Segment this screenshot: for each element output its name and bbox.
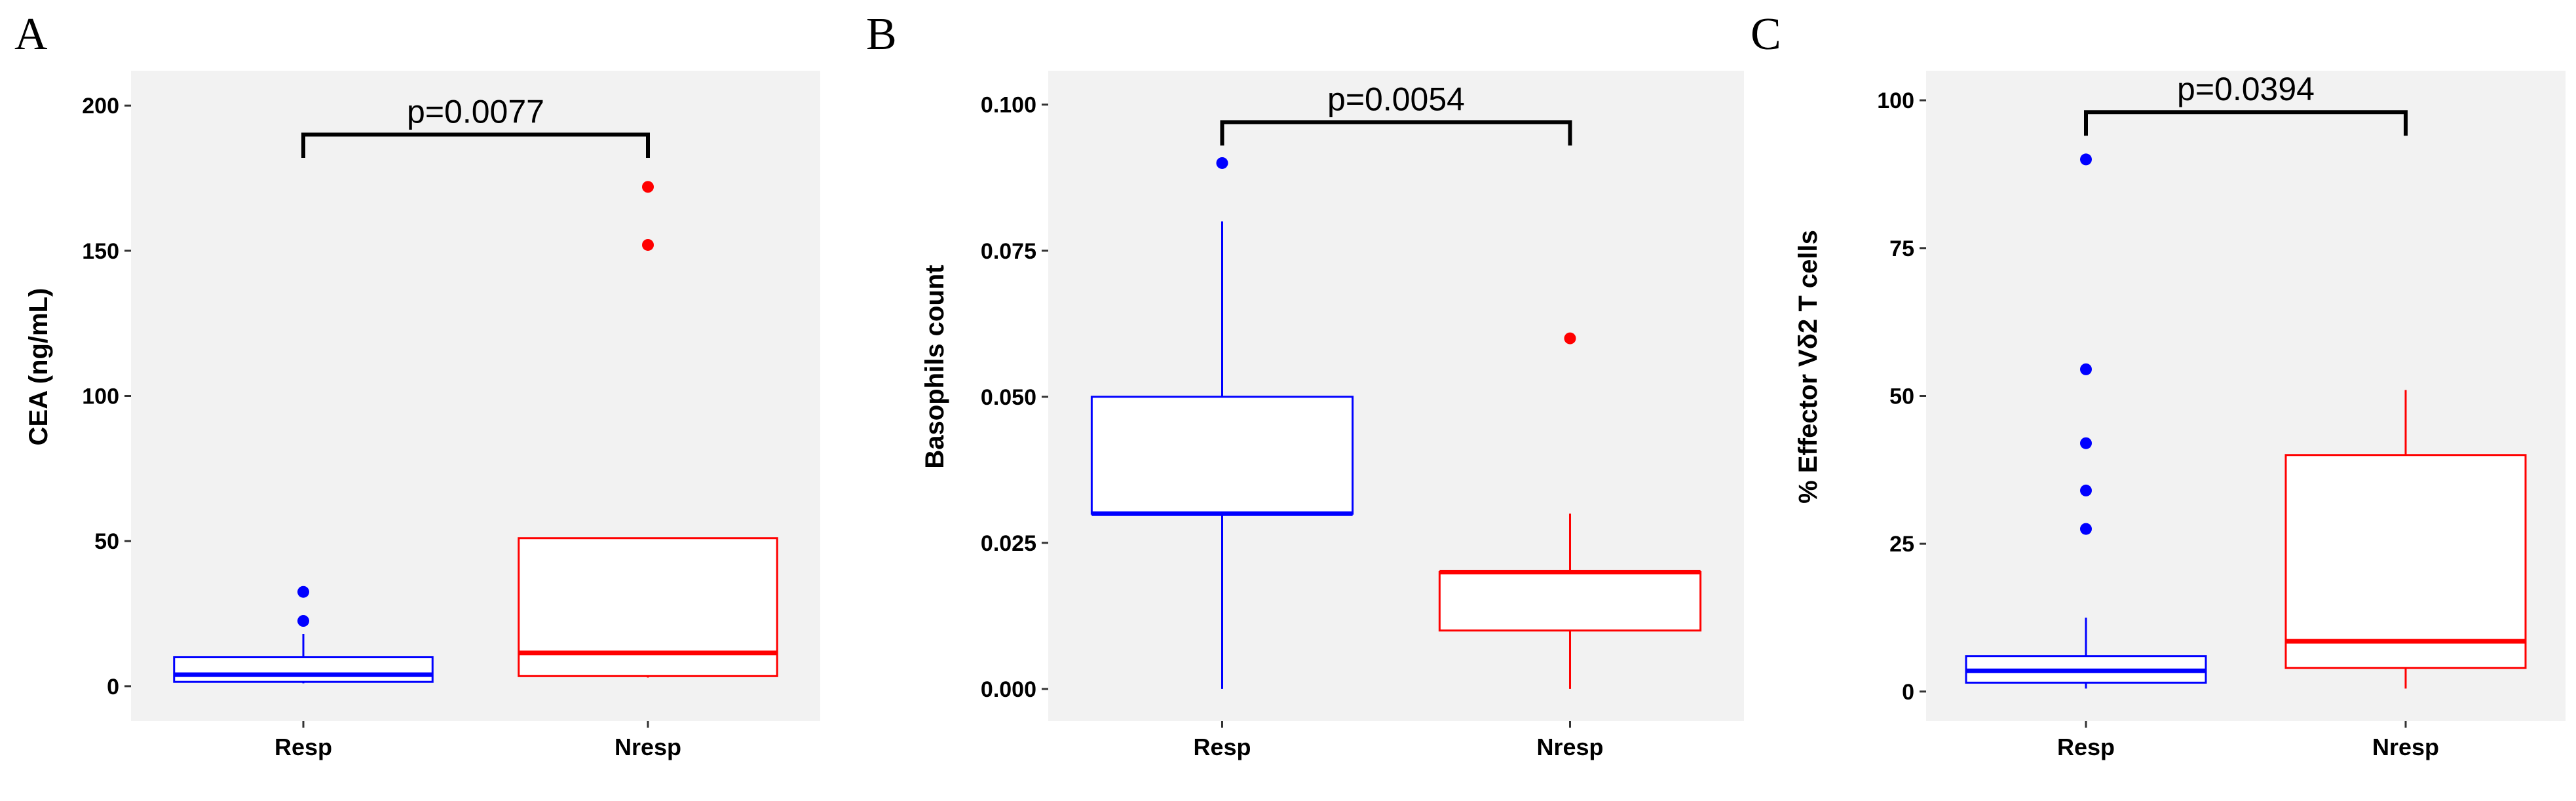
outlier-point [2080,153,2092,166]
y-tick-label: 75 [1889,236,1914,261]
outlier-point [2080,484,2092,496]
x-tick-label: Nresp [2372,734,2439,760]
box-iqr [173,656,434,683]
x-tick-label: Nresp [1536,734,1603,760]
box-iqr [1438,570,1702,632]
outlier-point [297,586,309,598]
outlier-point [1564,332,1576,345]
panel-letter: C [1751,9,1781,60]
y-tick-label: 0.075 [981,239,1036,264]
x-tick-label: Resp [1193,734,1251,760]
y-tick-label: 0 [1902,680,1914,705]
y-tick-label: 50 [94,529,119,554]
box-iqr [1090,396,1354,515]
chart-panel-a: A 0 50 100 150 200 Resp Nresp CEA (ng/mL) p=0.007… [14,9,820,760]
y-axis-title: % Effector Vδ2 T cells [1794,230,1823,504]
y-tick-label: 0.100 [981,93,1036,118]
box-iqr [2284,454,2527,669]
significance-bracket [301,132,650,158]
x-tick-label: Nresp [615,734,681,760]
y-tick-label: 50 [1889,384,1914,409]
y-axis-title: CEA (ng/mL) [24,288,53,446]
y-tick-label: 100 [1877,88,1914,113]
y-axis-title: Basophils count [920,265,949,468]
x-tick-label: Resp [2057,734,2115,760]
panel-letter: B [866,9,897,60]
y-tick-label: 150 [82,239,119,264]
box-iqr [518,537,778,677]
x-tick-label: Resp [275,734,332,760]
p-value-label: p=0.0077 [407,94,544,130]
significance-bracket [2084,110,2408,136]
y-tick-label: 0.025 [981,531,1036,556]
panel-letter: A [14,9,48,60]
outlier-point [2080,363,2092,375]
p-value-label: p=0.0054 [1327,81,1465,118]
y-tick-label: 25 [1889,532,1914,557]
outlier-point [642,238,654,251]
outlier-point [2080,437,2092,449]
chart-panel-b: B 0.000 0.025 0.050 0.075 0.100 Resp Nresp Basop… [866,9,1744,760]
y-tick-label: 100 [82,384,119,409]
y-tick-label: 0.050 [981,385,1036,410]
p-value-label: p=0.0394 [2177,71,2315,107]
y-tick-label: 200 [82,94,119,119]
outlier-point [297,615,309,627]
chart-panel-c: C 0 25 50 75 100 Resp Nresp % Effector Vδ2 T cel… [1751,9,2566,760]
y-tick-label: 0.000 [981,677,1036,702]
outlier-point [1216,157,1228,169]
outlier-point [642,181,654,193]
outlier-point [2080,523,2092,535]
y-tick-label: 0 [107,675,119,699]
significance-bracket [1220,120,1572,146]
